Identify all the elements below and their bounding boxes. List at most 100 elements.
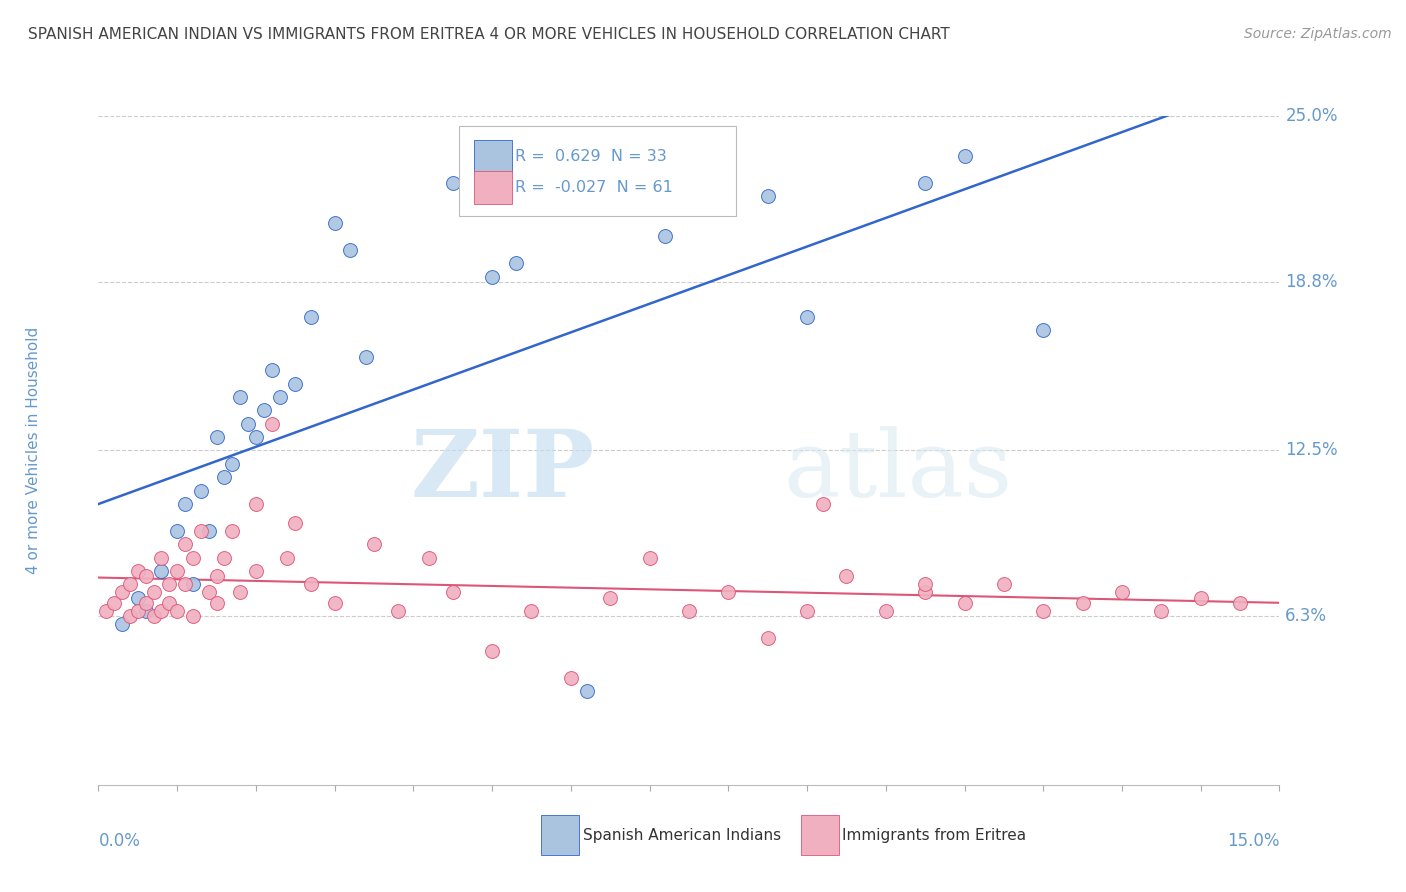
Point [253, 403, 276, 417]
Point [205, 430, 228, 444]
Point [221, 524, 243, 538]
Text: atlas: atlas [783, 425, 1012, 516]
Point [166, 524, 188, 538]
Text: 12.5%: 12.5% [1285, 442, 1339, 459]
Text: SPANISH AMERICAN INDIAN VS IMMIGRANTS FROM ERITREA 4 OR MORE VEHICLES IN HOUSEHO: SPANISH AMERICAN INDIAN VS IMMIGRANTS FR… [28, 27, 950, 42]
Point [174, 537, 197, 551]
Text: 6.3%: 6.3% [1285, 607, 1327, 625]
FancyBboxPatch shape [801, 815, 839, 855]
Point [260, 363, 283, 377]
Point [174, 577, 197, 591]
Point [717, 585, 740, 599]
Point [1032, 604, 1054, 618]
Point [96, 604, 118, 618]
Point [260, 417, 283, 431]
Point [197, 585, 219, 599]
Point [127, 604, 149, 618]
Point [654, 229, 676, 244]
Point [135, 596, 157, 610]
Point [142, 585, 165, 599]
Point [245, 430, 267, 444]
Point [835, 569, 858, 583]
Text: 4 or more Vehicles in Household: 4 or more Vehicles in Household [25, 326, 41, 574]
Point [111, 585, 134, 599]
FancyBboxPatch shape [474, 140, 512, 172]
Point [103, 596, 125, 610]
Point [221, 457, 243, 471]
Point [127, 591, 149, 605]
Point [135, 569, 157, 583]
Point [205, 569, 228, 583]
Point [166, 564, 188, 578]
Point [150, 564, 173, 578]
Point [441, 585, 464, 599]
Point [953, 149, 976, 163]
Point [796, 604, 818, 618]
Point [284, 516, 307, 530]
Point [481, 269, 503, 284]
Point [245, 497, 267, 511]
Point [181, 609, 204, 624]
Text: ZIP: ZIP [411, 425, 595, 516]
Point [135, 604, 157, 618]
Point [1229, 596, 1251, 610]
Text: Immigrants from Eritrea: Immigrants from Eritrea [842, 828, 1026, 843]
Point [1111, 585, 1133, 599]
Point [181, 577, 204, 591]
Point [276, 550, 298, 565]
Point [284, 376, 307, 391]
Point [190, 524, 212, 538]
Point [875, 604, 897, 618]
Point [118, 577, 141, 591]
Point [1189, 591, 1212, 605]
Point [756, 189, 779, 203]
Point [229, 585, 252, 599]
Point [339, 243, 361, 257]
Point [638, 550, 661, 565]
Point [166, 604, 188, 618]
Point [111, 617, 134, 632]
Point [418, 550, 440, 565]
Point [214, 550, 236, 565]
FancyBboxPatch shape [541, 815, 579, 855]
Point [229, 390, 252, 404]
Point [363, 537, 385, 551]
Point [142, 609, 165, 624]
Text: Source: ZipAtlas.com: Source: ZipAtlas.com [1244, 27, 1392, 41]
Point [323, 216, 346, 230]
Point [150, 550, 173, 565]
Point [1071, 596, 1094, 610]
Text: Spanish American Indians: Spanish American Indians [582, 828, 780, 843]
Point [599, 591, 621, 605]
Text: 25.0%: 25.0% [1285, 107, 1339, 125]
Point [118, 609, 141, 624]
Text: R =  0.629  N = 33: R = 0.629 N = 33 [516, 149, 666, 163]
Point [236, 417, 259, 431]
Point [354, 350, 377, 364]
Point [269, 390, 291, 404]
Point [299, 577, 322, 591]
Point [441, 176, 464, 190]
Text: R =  -0.027  N = 61: R = -0.027 N = 61 [516, 180, 673, 195]
Point [299, 310, 322, 324]
Point [575, 684, 598, 698]
Point [914, 585, 936, 599]
FancyBboxPatch shape [474, 171, 512, 203]
Point [174, 497, 197, 511]
Point [481, 644, 503, 658]
Point [914, 176, 936, 190]
Text: 18.8%: 18.8% [1285, 273, 1339, 291]
Point [993, 577, 1015, 591]
Point [150, 604, 173, 618]
Point [796, 310, 818, 324]
Point [520, 604, 543, 618]
Point [811, 497, 834, 511]
Point [214, 470, 236, 484]
Point [181, 550, 204, 565]
Point [323, 596, 346, 610]
Point [914, 577, 936, 591]
Point [205, 596, 228, 610]
Text: 15.0%: 15.0% [1227, 831, 1279, 850]
Point [953, 596, 976, 610]
Point [678, 604, 700, 618]
